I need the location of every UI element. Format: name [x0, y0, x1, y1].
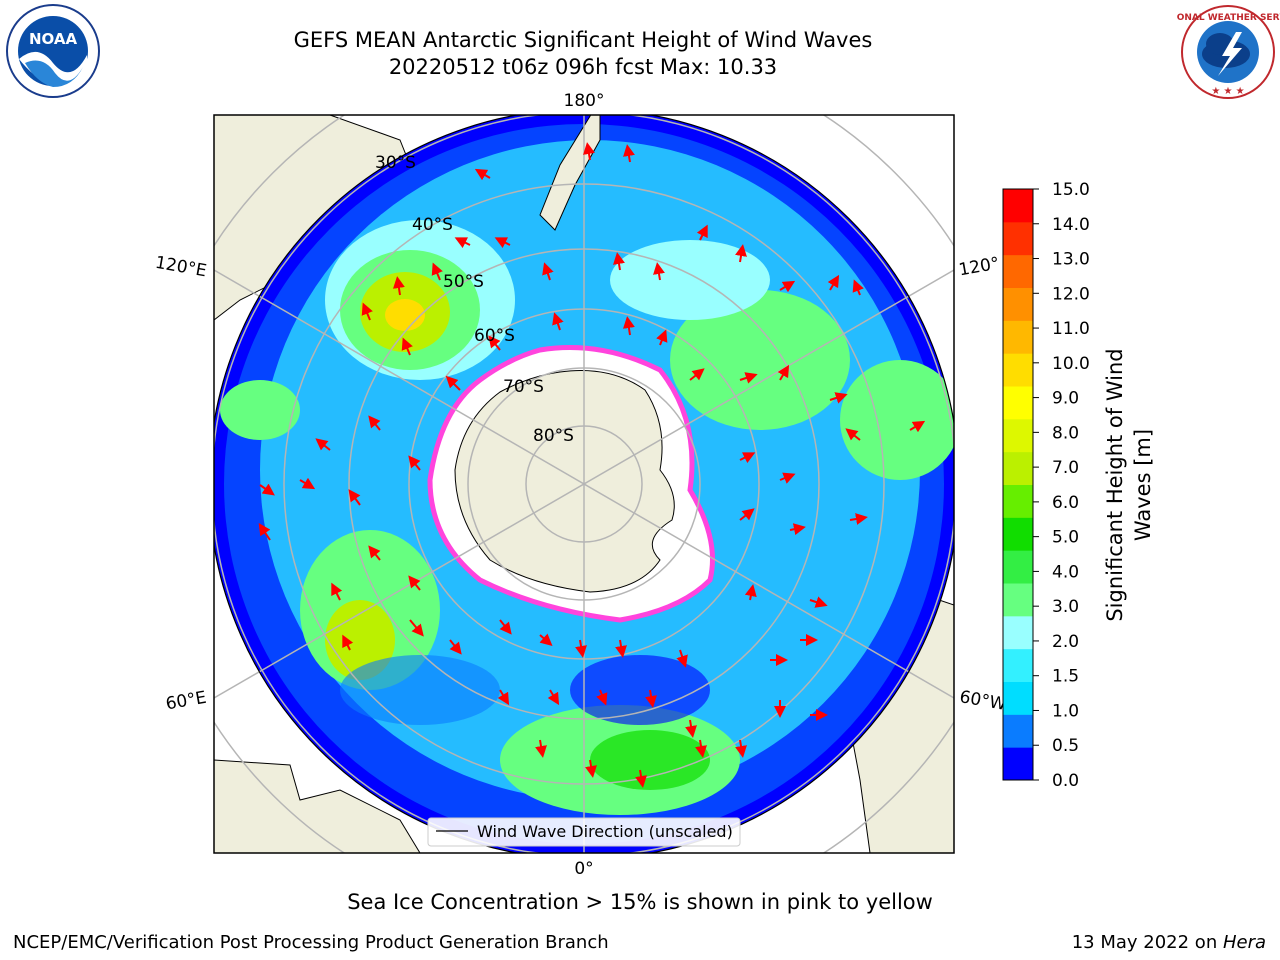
footer-credit: NCEP/EMC/Verification Post Processing Pr… — [13, 932, 609, 953]
colorbar-swatch — [1003, 221, 1033, 256]
colorbar-tick-label: 2.0 — [1052, 632, 1079, 652]
colorbar-tick-label: 9.0 — [1052, 389, 1079, 409]
colorbar-tick-label: 12.0 — [1052, 284, 1090, 304]
colorbar-swatch — [1003, 747, 1033, 781]
svg-text:NOAA: NOAA — [29, 30, 78, 48]
footer-host: Hera — [1222, 932, 1266, 953]
lon-label-60e: 60°E — [164, 688, 208, 715]
colorbar: 0.0 0.5 1.0 1.5 2.0 3.0 4.0 5.0 6.0 7.0 8.0 9.0 10.0… — [1002, 180, 1090, 791]
lat-label-60: 60°S — [474, 326, 515, 346]
map-area: Wind Wave Direction (unscaled) — [214, 115, 954, 853]
colorbar-label-line2: Waves [m] — [1131, 429, 1155, 541]
colorbar-swatch — [1003, 287, 1033, 321]
colorbar-frame — [1002, 188, 1034, 781]
lat-labels: 30°S 40°S 50°S 60°S 70°S 80°S — [375, 153, 574, 446]
legend-label: Wind Wave Direction (unscaled) — [477, 822, 733, 841]
colorbar-tick-label: 6.0 — [1052, 493, 1079, 513]
lat-label-80: 80°S — [533, 426, 574, 446]
colorbar-tick-label: 0.0 — [1052, 771, 1079, 791]
colorbar-tick-label: 8.0 — [1052, 423, 1079, 443]
colorbar-swatch — [1003, 517, 1033, 551]
colorbar-tick-label: 13.0 — [1052, 250, 1090, 270]
lon-label-180: 180° — [564, 91, 605, 111]
colorbar-swatch — [1003, 550, 1033, 584]
sea-ice-note: Sea Ice Concentration > 15% is shown in … — [347, 890, 933, 914]
footer-date-text: 13 May 2022 on — [1071, 932, 1223, 953]
lat-label-40: 40°S — [412, 215, 453, 235]
colorbar-swatch — [1003, 189, 1033, 223]
colorbar-tick-label: 1.0 — [1052, 701, 1079, 721]
graticule — [214, 115, 954, 853]
colorbar-tick-label: 1.5 — [1052, 667, 1079, 687]
colorbar-tick-label: 15.0 — [1052, 180, 1090, 200]
nws-logo: NATIONAL WEATHER SERVICE ★ ★ ★ — [1176, 5, 1280, 99]
africa-land — [214, 759, 421, 853]
footer-date: 13 May 2022 on Hera — [1072, 932, 1266, 953]
colorbar-swatch — [1003, 418, 1033, 453]
noaa-logo: NOAA — [6, 4, 100, 98]
lon-label-120e: 120°E — [154, 253, 208, 282]
lon-label-60w: 60°W — [958, 687, 1008, 715]
wind-arrows — [258, 142, 926, 788]
lon-label-0: 0° — [574, 859, 593, 879]
colorbar-tick-label: 3.0 — [1052, 597, 1079, 617]
colorbar-swatch — [1003, 714, 1033, 748]
colorbar-label-line1: Significant Height of Wind — [1103, 348, 1127, 621]
antarctica-land — [454, 369, 675, 593]
chart-title: GEFS MEAN Antarctic Significant Height o… — [293, 28, 873, 52]
colorbar-swatch — [1003, 615, 1033, 650]
colorbar-swatch — [1003, 648, 1033, 682]
colorbar-swatch — [1003, 254, 1033, 288]
colorbar-swatch — [1003, 583, 1033, 617]
colorbar-tick-label: 7.0 — [1052, 458, 1079, 478]
map-frame — [213, 114, 955, 854]
colorbar-tick-label: 0.5 — [1052, 736, 1079, 756]
lat-label-50: 50°S — [443, 272, 484, 292]
lat-label-70: 70°S — [503, 377, 544, 397]
colorbar-swatch — [1003, 484, 1033, 518]
colorbar-swatch — [1003, 451, 1033, 485]
colorbar-swatch — [1003, 353, 1033, 387]
colorbar-tick-label: 5.0 — [1052, 528, 1079, 548]
lon-label-120w: 120° — [957, 254, 1001, 281]
chart-subtitle: 20220512 t06z 096h fcst Max: 10.33 — [388, 55, 778, 79]
svg-text:NATIONAL WEATHER SERVICE: NATIONAL WEATHER SERVICE — [1176, 13, 1280, 23]
colorbar-tick-label: 14.0 — [1052, 215, 1090, 235]
map-legend — [427, 817, 741, 847]
svg-text:★ ★ ★: ★ ★ ★ — [1211, 86, 1244, 97]
colorbar-tick-label: 4.0 — [1052, 562, 1079, 582]
colorbar-tick-label: 10.0 — [1052, 354, 1090, 374]
colorbar-swatch — [1003, 386, 1033, 420]
colorbar-swatch — [1003, 681, 1033, 715]
colorbar-swatch — [1003, 320, 1033, 354]
lat-label-30: 30°S — [375, 153, 416, 173]
colorbar-tick-label: 11.0 — [1052, 319, 1090, 339]
